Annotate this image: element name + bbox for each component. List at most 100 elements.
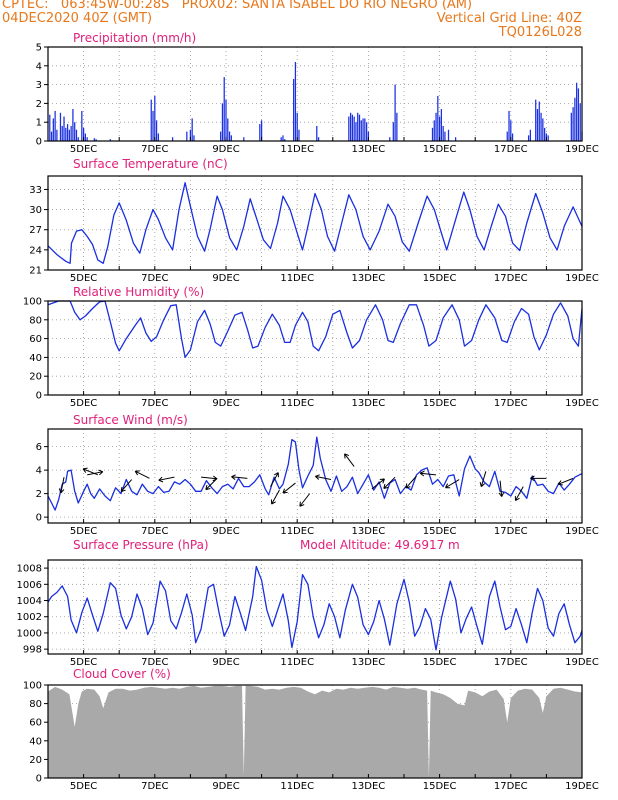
wind-arrow (270, 489, 280, 505)
y-tick-label: 33 (29, 185, 42, 196)
x-tick-label: 15DEC (423, 526, 457, 537)
panel-3: 0 2 4 6 5DEC 7DEC 9DEC 11DEC 13DEC 15DEC 17DEC 19DE… (36, 413, 599, 537)
y-tick-label: 60 (29, 718, 42, 729)
x-tick-label: 9DEC (212, 526, 239, 537)
x-tick-label: 9DEC (212, 781, 239, 792)
precip-bar (508, 110, 510, 141)
precip-bar (155, 120, 158, 141)
x-tick-label: 5DEC (70, 526, 97, 537)
panel-frame (47, 428, 583, 524)
precip-bar (61, 125, 63, 141)
panel-title: Relative Humidity (%) (73, 285, 204, 299)
precip-bar (351, 114, 354, 141)
precip-bar (579, 103, 581, 141)
precip-bar (454, 137, 457, 141)
x-tick-label: 7DEC (141, 526, 168, 537)
wind-arrow (479, 471, 487, 487)
wind-arrow (205, 477, 218, 491)
wind-arrow (282, 482, 296, 494)
precip-bar (435, 112, 437, 141)
precip-bar (442, 125, 444, 141)
wind-arrow (405, 475, 417, 489)
precip-bar (223, 77, 225, 141)
y-tick-label: 4 (36, 466, 42, 477)
x-tick-label: 5DEC (70, 657, 97, 668)
x-tick-label: 11DEC (280, 781, 314, 792)
wind-arrow (514, 486, 524, 501)
header-grid-info: Vertical Grid Line: 40Z (436, 11, 582, 26)
precip-bar (510, 120, 512, 141)
x-tick-label: 19DEC (565, 657, 599, 668)
y-tick-label: 40 (29, 353, 42, 364)
wind-arrow (383, 476, 396, 489)
x-tick-label: 11DEC (280, 657, 314, 668)
precip-bar (227, 118, 229, 141)
precip-bar (316, 125, 318, 141)
y-tick-label: 0 (36, 513, 42, 524)
precip-bar (440, 109, 443, 141)
wind-arrow (82, 467, 99, 476)
precip-bar (529, 129, 532, 141)
precip-bar (95, 139, 97, 141)
x-tick-label: 17DEC (494, 781, 528, 792)
y-tick-label: 30 (29, 205, 42, 216)
precip-bar (431, 127, 434, 141)
precip-bar (72, 109, 74, 141)
y-tick-label: 4 (36, 61, 42, 72)
x-tick-label: 15DEC (423, 398, 457, 409)
wind-arrow (419, 470, 437, 477)
precip-bar (84, 133, 87, 141)
precip-bar (52, 118, 54, 141)
panel-title: Surface Pressure (hPa) (73, 538, 209, 552)
x-tick-label: 7DEC (141, 657, 168, 668)
y-tick-label: 100 (23, 681, 42, 692)
x-tick-label: 13DEC (352, 273, 386, 284)
precip-bar (298, 129, 300, 141)
precip-bar (70, 125, 72, 141)
precip-bar (367, 131, 370, 141)
y-tick-label: 0 (36, 774, 42, 785)
x-tick-label: 13DEC (352, 144, 386, 155)
precip-bar (394, 84, 396, 141)
panel-2: 0 20 40 60 80 100 5DEC 7DEC 9DEC 11DEC 13DEC 15DEC 1… (23, 285, 599, 409)
wind-arrow (201, 475, 218, 482)
x-tick-label: 15DEC (423, 144, 457, 155)
panel-4: 998 1000 1002 1004 1006 1008 5DEC 7DEC 9DEC 11DEC… (17, 538, 599, 668)
y-tick-label: 1008 (17, 564, 42, 575)
x-tick-label: 5DEC (70, 398, 97, 409)
precip-bar (396, 112, 398, 141)
x-tick-label: 19DEC (565, 144, 599, 155)
precip-bar (220, 131, 222, 141)
precip-bar (225, 99, 227, 141)
wind-arrow (530, 475, 547, 482)
x-tick-label: 11DEC (280, 144, 314, 155)
x-tick-label: 17DEC (494, 273, 528, 284)
y-tick-label: 1006 (17, 580, 42, 591)
wind-arrow (120, 479, 133, 493)
precip-bar (444, 131, 446, 141)
precip-bar (49, 114, 51, 141)
y-tick-label: 20 (29, 755, 42, 766)
wind-arrow (371, 478, 385, 490)
precip-bar (280, 137, 282, 141)
precip-bar (535, 99, 537, 141)
x-tick-label: 7DEC (141, 781, 168, 792)
panel-title: Cloud Cover (%) (73, 667, 171, 681)
precip-bar (574, 97, 576, 141)
panel-frame (47, 46, 583, 142)
precip-bar (392, 122, 394, 141)
series-line (47, 300, 583, 359)
precip-bar (438, 116, 441, 141)
x-tick-label: 11DEC (280, 273, 314, 284)
y-tick-label: 1002 (17, 612, 42, 623)
x-tick-label: 13DEC (352, 657, 386, 668)
y-tick-label: 20 (29, 372, 42, 383)
precip-bar (365, 122, 368, 141)
x-tick-label: 5DEC (70, 273, 97, 284)
precip-bar (353, 116, 355, 141)
precip-bar (152, 110, 154, 141)
precip-bar (65, 127, 67, 141)
precip-bar (538, 101, 540, 141)
precip-bar (543, 127, 546, 141)
panel-frame (47, 300, 583, 396)
